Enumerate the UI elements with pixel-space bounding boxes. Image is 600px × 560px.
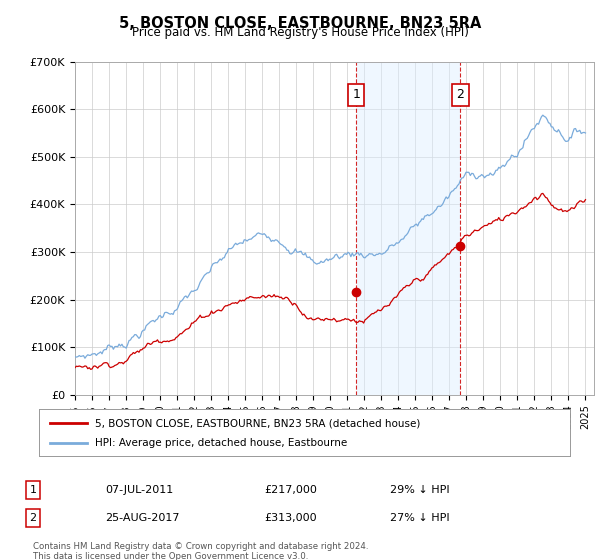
Text: £217,000: £217,000 — [264, 485, 317, 495]
Text: 07-JUL-2011: 07-JUL-2011 — [105, 485, 173, 495]
Text: 25-AUG-2017: 25-AUG-2017 — [105, 513, 179, 523]
Text: 1: 1 — [352, 88, 360, 101]
Text: 29% ↓ HPI: 29% ↓ HPI — [390, 485, 449, 495]
Text: 27% ↓ HPI: 27% ↓ HPI — [390, 513, 449, 523]
Text: Price paid vs. HM Land Registry's House Price Index (HPI): Price paid vs. HM Land Registry's House … — [131, 26, 469, 39]
Text: 1: 1 — [29, 485, 37, 495]
Text: 2: 2 — [457, 88, 464, 101]
Text: 5, BOSTON CLOSE, EASTBOURNE, BN23 5RA: 5, BOSTON CLOSE, EASTBOURNE, BN23 5RA — [119, 16, 481, 31]
Text: Contains HM Land Registry data © Crown copyright and database right 2024.
This d: Contains HM Land Registry data © Crown c… — [33, 542, 368, 560]
Text: £313,000: £313,000 — [264, 513, 317, 523]
Text: 5, BOSTON CLOSE, EASTBOURNE, BN23 5RA (detached house): 5, BOSTON CLOSE, EASTBOURNE, BN23 5RA (d… — [95, 418, 420, 428]
Text: 2: 2 — [29, 513, 37, 523]
Text: HPI: Average price, detached house, Eastbourne: HPI: Average price, detached house, East… — [95, 438, 347, 448]
